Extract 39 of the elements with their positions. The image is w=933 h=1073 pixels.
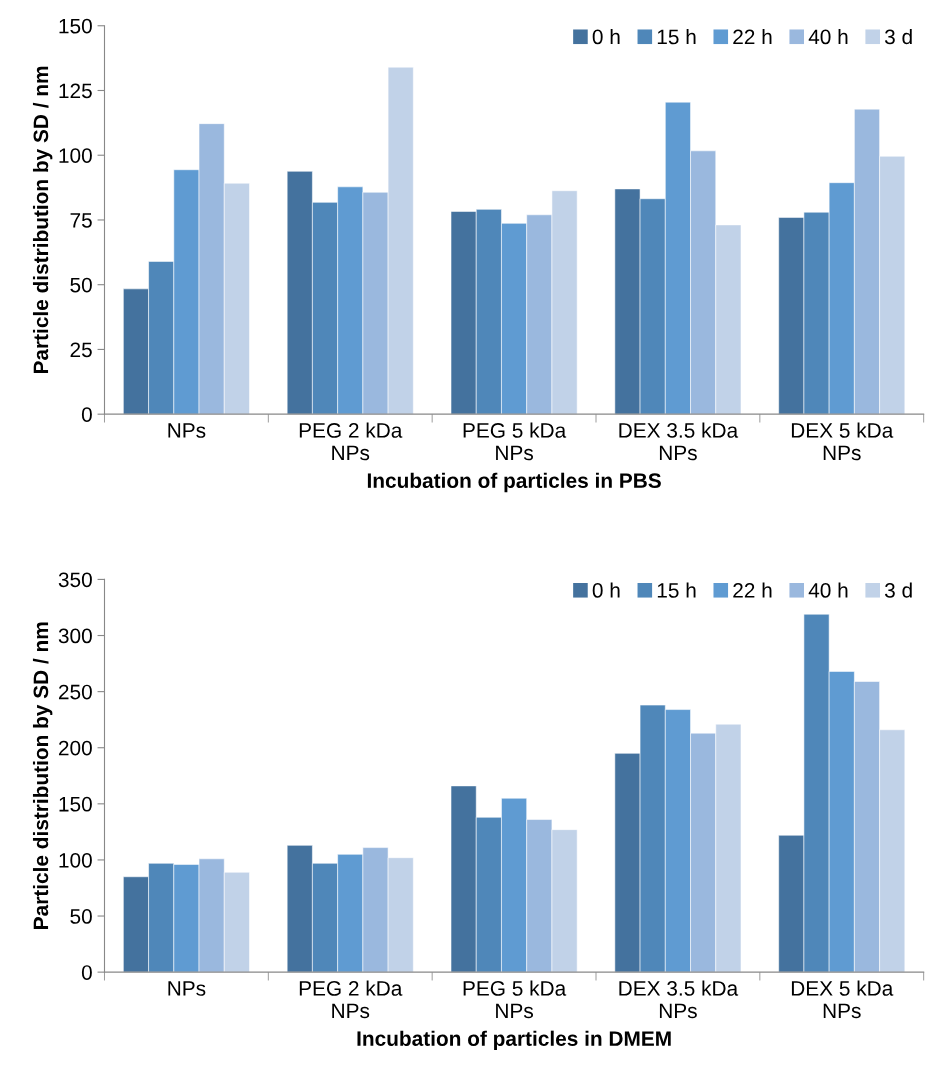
x-tick-label: NPs (168, 981, 206, 996)
x-tick-label: NPs (168, 423, 206, 438)
y-tick-label: 0 (81, 407, 92, 422)
x-tick-label: PEG 5 kDa NPs (463, 422, 567, 461)
y-tick-label: 300 (58, 628, 92, 644)
y-tick-label: 350 (58, 572, 92, 588)
y-tick-label: 50 (70, 909, 92, 924)
x-tick-label: DEX 5 kDa NPs (791, 422, 894, 461)
legend-label: 15 h (657, 28, 696, 45)
legend-label: 0 h (592, 28, 620, 45)
legend-label: 22 h (733, 28, 772, 45)
y-tick-label: 200 (58, 740, 92, 756)
x-axis-title: Incubation of particles in DMEM (357, 1030, 671, 1051)
x-tick-label: DEX 3.5 kDa NPs (619, 422, 739, 461)
y-axis-title: Particle distribution by SD / nm (32, 66, 53, 374)
y-tick-label: 150 (59, 796, 92, 812)
legend-label: 40 h (808, 28, 848, 45)
y-tick-label: 75 (70, 213, 92, 228)
y-tick-label: 0 (81, 965, 92, 980)
y-tick-label: 25 (70, 342, 92, 358)
legend-label: 15 h (657, 582, 696, 598)
y-tick-label: 100 (59, 148, 92, 163)
y-tick-label: 100 (59, 852, 92, 868)
y-tick-label: 250 (58, 684, 92, 700)
x-axis-title: Incubation of particles in PBS (367, 472, 661, 493)
legend-label: 22 h (733, 582, 772, 598)
legend-label: 0 h (592, 582, 620, 598)
y-axis-title: Particle distribution by SD / nm (32, 622, 53, 929)
x-tick-label: DEX 5 kDa NPs (791, 980, 894, 1019)
y-tick-label: 50 (70, 277, 92, 293)
x-tick-label: PEG 2 kDa NPs (299, 980, 403, 1019)
y-tick-label: 150 (59, 18, 92, 34)
x-tick-label: PEG 2 kDa NPs (299, 422, 403, 461)
legend-label: 3 d (884, 582, 912, 598)
x-tick-label: PEG 5 kDa NPs (463, 980, 567, 1019)
legend-label: 3 d (884, 28, 912, 45)
x-tick-label: DEX 3.5 kDa NPs (619, 980, 739, 1019)
y-tick-label: 125 (59, 83, 92, 99)
legend-label: 40 h (808, 582, 848, 598)
